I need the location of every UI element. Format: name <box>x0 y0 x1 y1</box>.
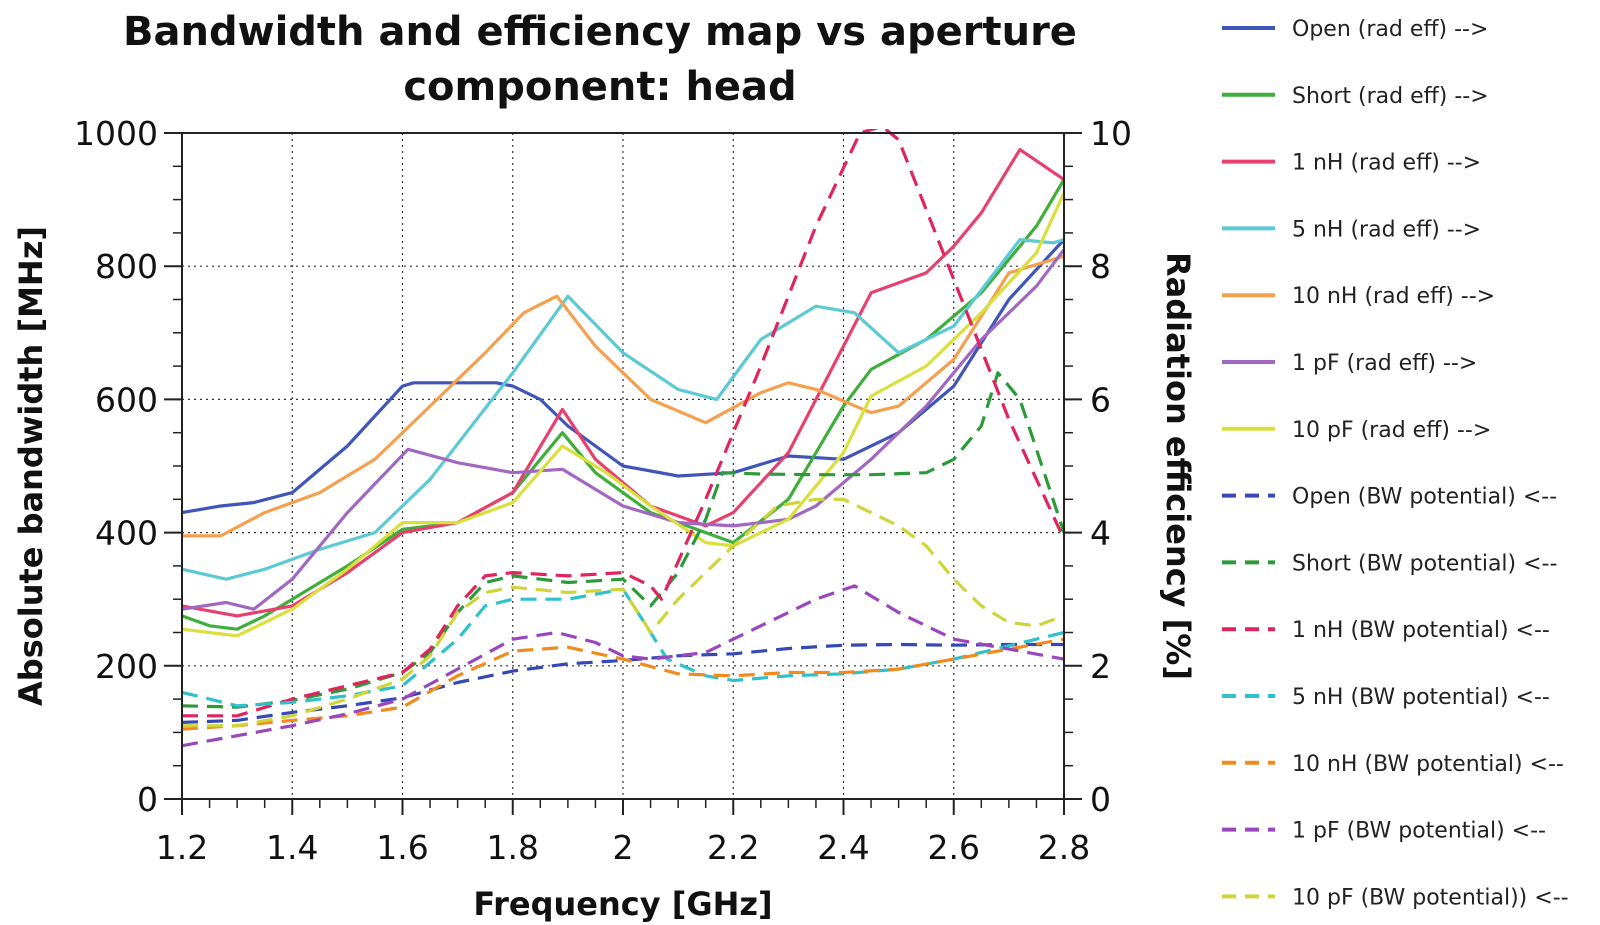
y-axis-right-title: Radiation efficiency [%] <box>1159 252 1197 680</box>
legend-label-10: 5 nH (BW potential) <-- <box>1292 685 1550 710</box>
series-line-2 <box>182 148 1064 618</box>
series-line-12 <box>182 584 1064 748</box>
x-tick-label: 1.2 <box>156 828 208 867</box>
y-left-tick-label: 800 <box>95 247 158 286</box>
legend: Open (rad eff) --> Short (rad eff) --> 1 n… <box>1222 17 1569 910</box>
series-line-8 <box>182 371 1064 709</box>
series-line-11 <box>182 637 1064 731</box>
y-axis-left-title: Absolute bandwidth [MHz] <box>12 226 50 706</box>
y-left-tick-label: 200 <box>95 647 158 686</box>
y-right-tick-label: 4 <box>1090 514 1111 553</box>
series-line-0 <box>182 238 1064 515</box>
y-right-tick-label: 0 <box>1090 780 1111 819</box>
legend-label-4: 10 nH (rad eff) --> <box>1292 284 1495 309</box>
y-left-tick-label: 0 <box>137 780 158 819</box>
legend-label-2: 1 nH (rad eff) --> <box>1292 151 1481 176</box>
legend-label-12: 1 pF (BW potential) <-- <box>1292 819 1546 844</box>
x-tick-label: 2.4 <box>817 828 869 867</box>
legend-label-0: Open (rad eff) --> <box>1292 17 1488 42</box>
series-line-4 <box>182 254 1064 538</box>
y-right-tick-label: 8 <box>1090 247 1111 286</box>
y-right-tick-label: 6 <box>1090 380 1111 419</box>
chart-title-line1: Bandwidth and efficiency map vs aperture <box>123 9 1077 55</box>
legend-label-13: 10 pF (BW potential)) <-- <box>1292 885 1569 910</box>
y-left-tick-label: 1000 <box>74 114 158 153</box>
legend-label-9: 1 nH (BW potential) <-- <box>1292 618 1550 643</box>
legend-label-5: 1 pF (rad eff) --> <box>1292 351 1477 376</box>
y-left-tick-label: 600 <box>95 380 158 419</box>
x-tick-label: 2.2 <box>707 828 759 867</box>
x-tick-label: 2 <box>613 828 634 867</box>
x-axis-title: Frequency [GHz] <box>473 885 772 923</box>
legend-label-11: 10 nH (BW potential) <-- <box>1292 752 1564 777</box>
x-tick-label: 1.4 <box>266 828 318 867</box>
series-line-5 <box>182 248 1064 611</box>
x-tick-label: 1.8 <box>487 828 539 867</box>
chart-title-line2: component: head <box>403 64 796 110</box>
legend-label-7: Open (BW potential) <-- <box>1292 485 1557 510</box>
legend-label-1: Short (rad eff) --> <box>1292 84 1489 109</box>
x-tick-label: 2.8 <box>1038 828 1090 867</box>
x-tick-label: 1.6 <box>376 828 428 867</box>
x-tick-label: 2.6 <box>928 828 980 867</box>
y-right-tick-label: 10 <box>1090 114 1132 153</box>
y-right-tick-label: 2 <box>1090 647 1111 686</box>
axes: 1.2 1.4 1.6 1.8 2 2.2 2.4 2.6 2.8020040060080010… <box>74 114 1132 867</box>
series-line-10 <box>182 587 1064 708</box>
series-group <box>182 129 1064 748</box>
y-left-tick-label: 400 <box>95 514 158 553</box>
legend-label-8: Short (BW potential) <-- <box>1292 551 1557 576</box>
legend-label-3: 5 nH (rad eff) --> <box>1292 217 1481 242</box>
legend-label-6: 10 pF (rad eff) --> <box>1292 418 1491 443</box>
series-line-6 <box>182 192 1064 638</box>
series-line-13 <box>182 497 1064 728</box>
series-line-3 <box>182 238 1064 581</box>
